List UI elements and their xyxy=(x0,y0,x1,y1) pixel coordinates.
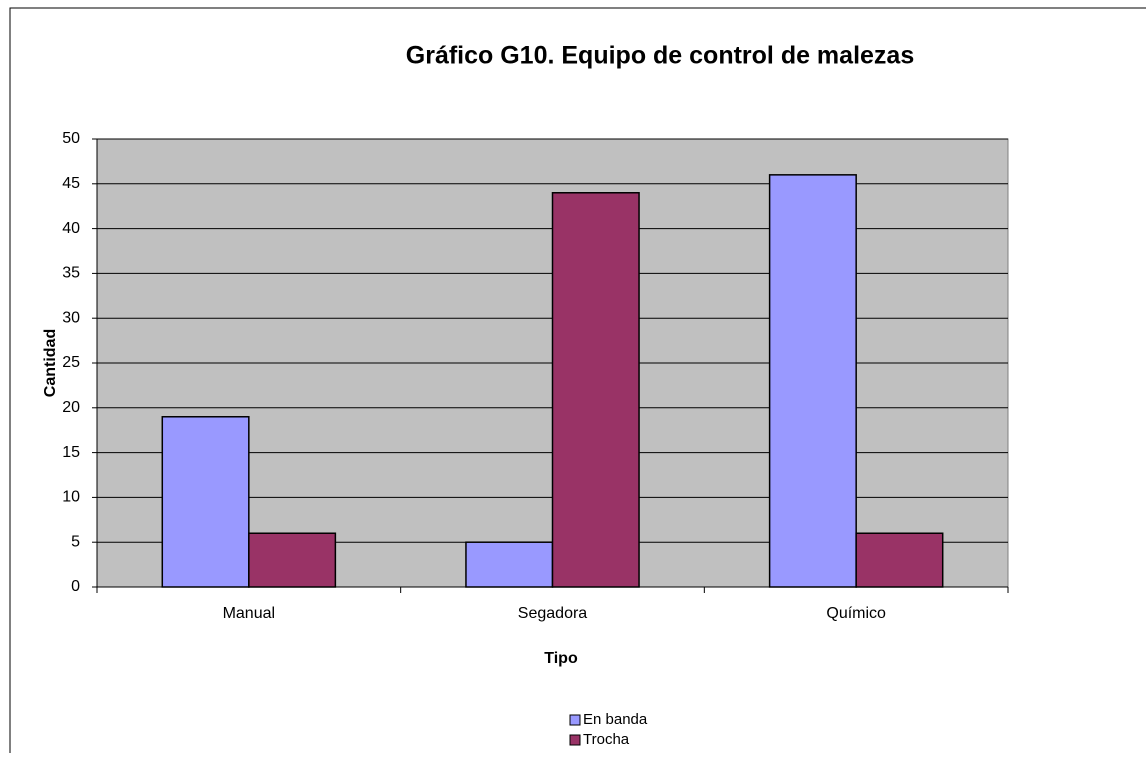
x-tick-label: Segadora xyxy=(518,605,587,622)
bar xyxy=(248,532,337,588)
y-tick-label: 25 xyxy=(62,354,80,371)
y-tick-label: 30 xyxy=(62,309,80,326)
legend-swatch xyxy=(569,714,581,726)
y-tick-label: 35 xyxy=(62,265,80,282)
bar xyxy=(161,416,250,588)
x-tick-label: Químico xyxy=(826,605,886,622)
legend-swatch xyxy=(569,734,581,746)
x-axis-label: Tipo xyxy=(544,650,578,667)
bar xyxy=(551,192,640,588)
y-axis-label: Cantidad xyxy=(42,329,59,397)
y-tick-label: 40 xyxy=(62,220,80,237)
y-tick-label: 0 xyxy=(71,578,80,595)
x-tick-label: Manual xyxy=(223,605,275,622)
y-tick-label: 15 xyxy=(62,444,80,461)
legend-label: Trocha xyxy=(583,731,630,748)
bar xyxy=(855,532,944,588)
y-tick-label: 50 xyxy=(62,130,80,147)
bar xyxy=(465,541,554,588)
bar xyxy=(768,174,857,588)
y-tick-label: 5 xyxy=(71,533,80,550)
y-tick-label: 45 xyxy=(62,175,80,192)
chart-title: Gráfico G10. Equipo de control de maleza… xyxy=(406,42,914,70)
y-tick-label: 20 xyxy=(62,399,80,416)
legend-label: En banda xyxy=(583,711,648,728)
y-tick-label: 10 xyxy=(62,489,80,506)
